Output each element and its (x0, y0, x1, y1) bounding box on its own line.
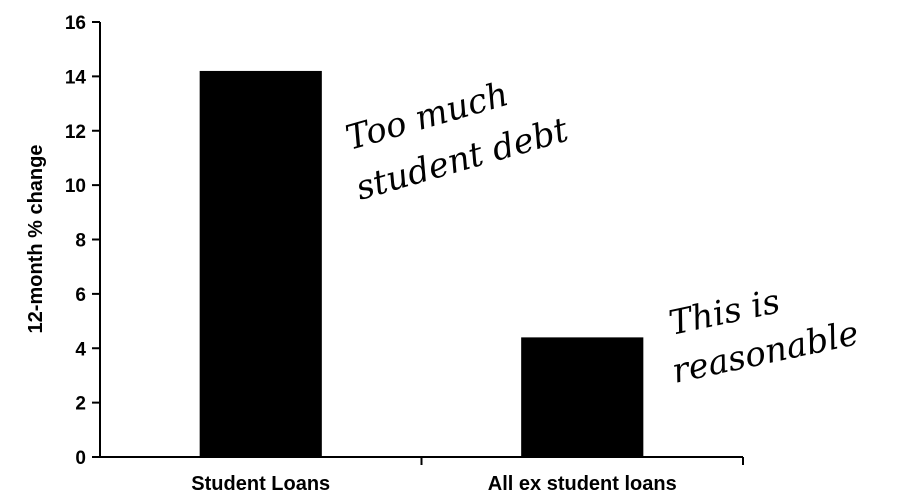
annotation-too-much-student-debt: Too much student debt (341, 74, 572, 208)
y-tick-label: 10 (65, 176, 86, 197)
annotation-this-is-reasonable: This is reasonable (666, 281, 863, 391)
y-tick-label: 0 (75, 448, 86, 469)
y-tick-label: 2 (75, 394, 86, 415)
x-category-label: All ex student loans (488, 473, 677, 495)
bar (521, 337, 644, 457)
bar (199, 70, 322, 457)
y-axis-label: 12-month % change (25, 145, 47, 334)
y-tick-label: 16 (65, 13, 86, 34)
y-tick-label: 8 (75, 231, 86, 252)
y-tick-label: 14 (65, 67, 87, 88)
y-tick-label: 4 (75, 339, 86, 360)
x-category-label: Student Loans (191, 473, 330, 495)
y-tick-label: 12 (65, 122, 86, 143)
y-tick-label: 6 (75, 285, 86, 306)
